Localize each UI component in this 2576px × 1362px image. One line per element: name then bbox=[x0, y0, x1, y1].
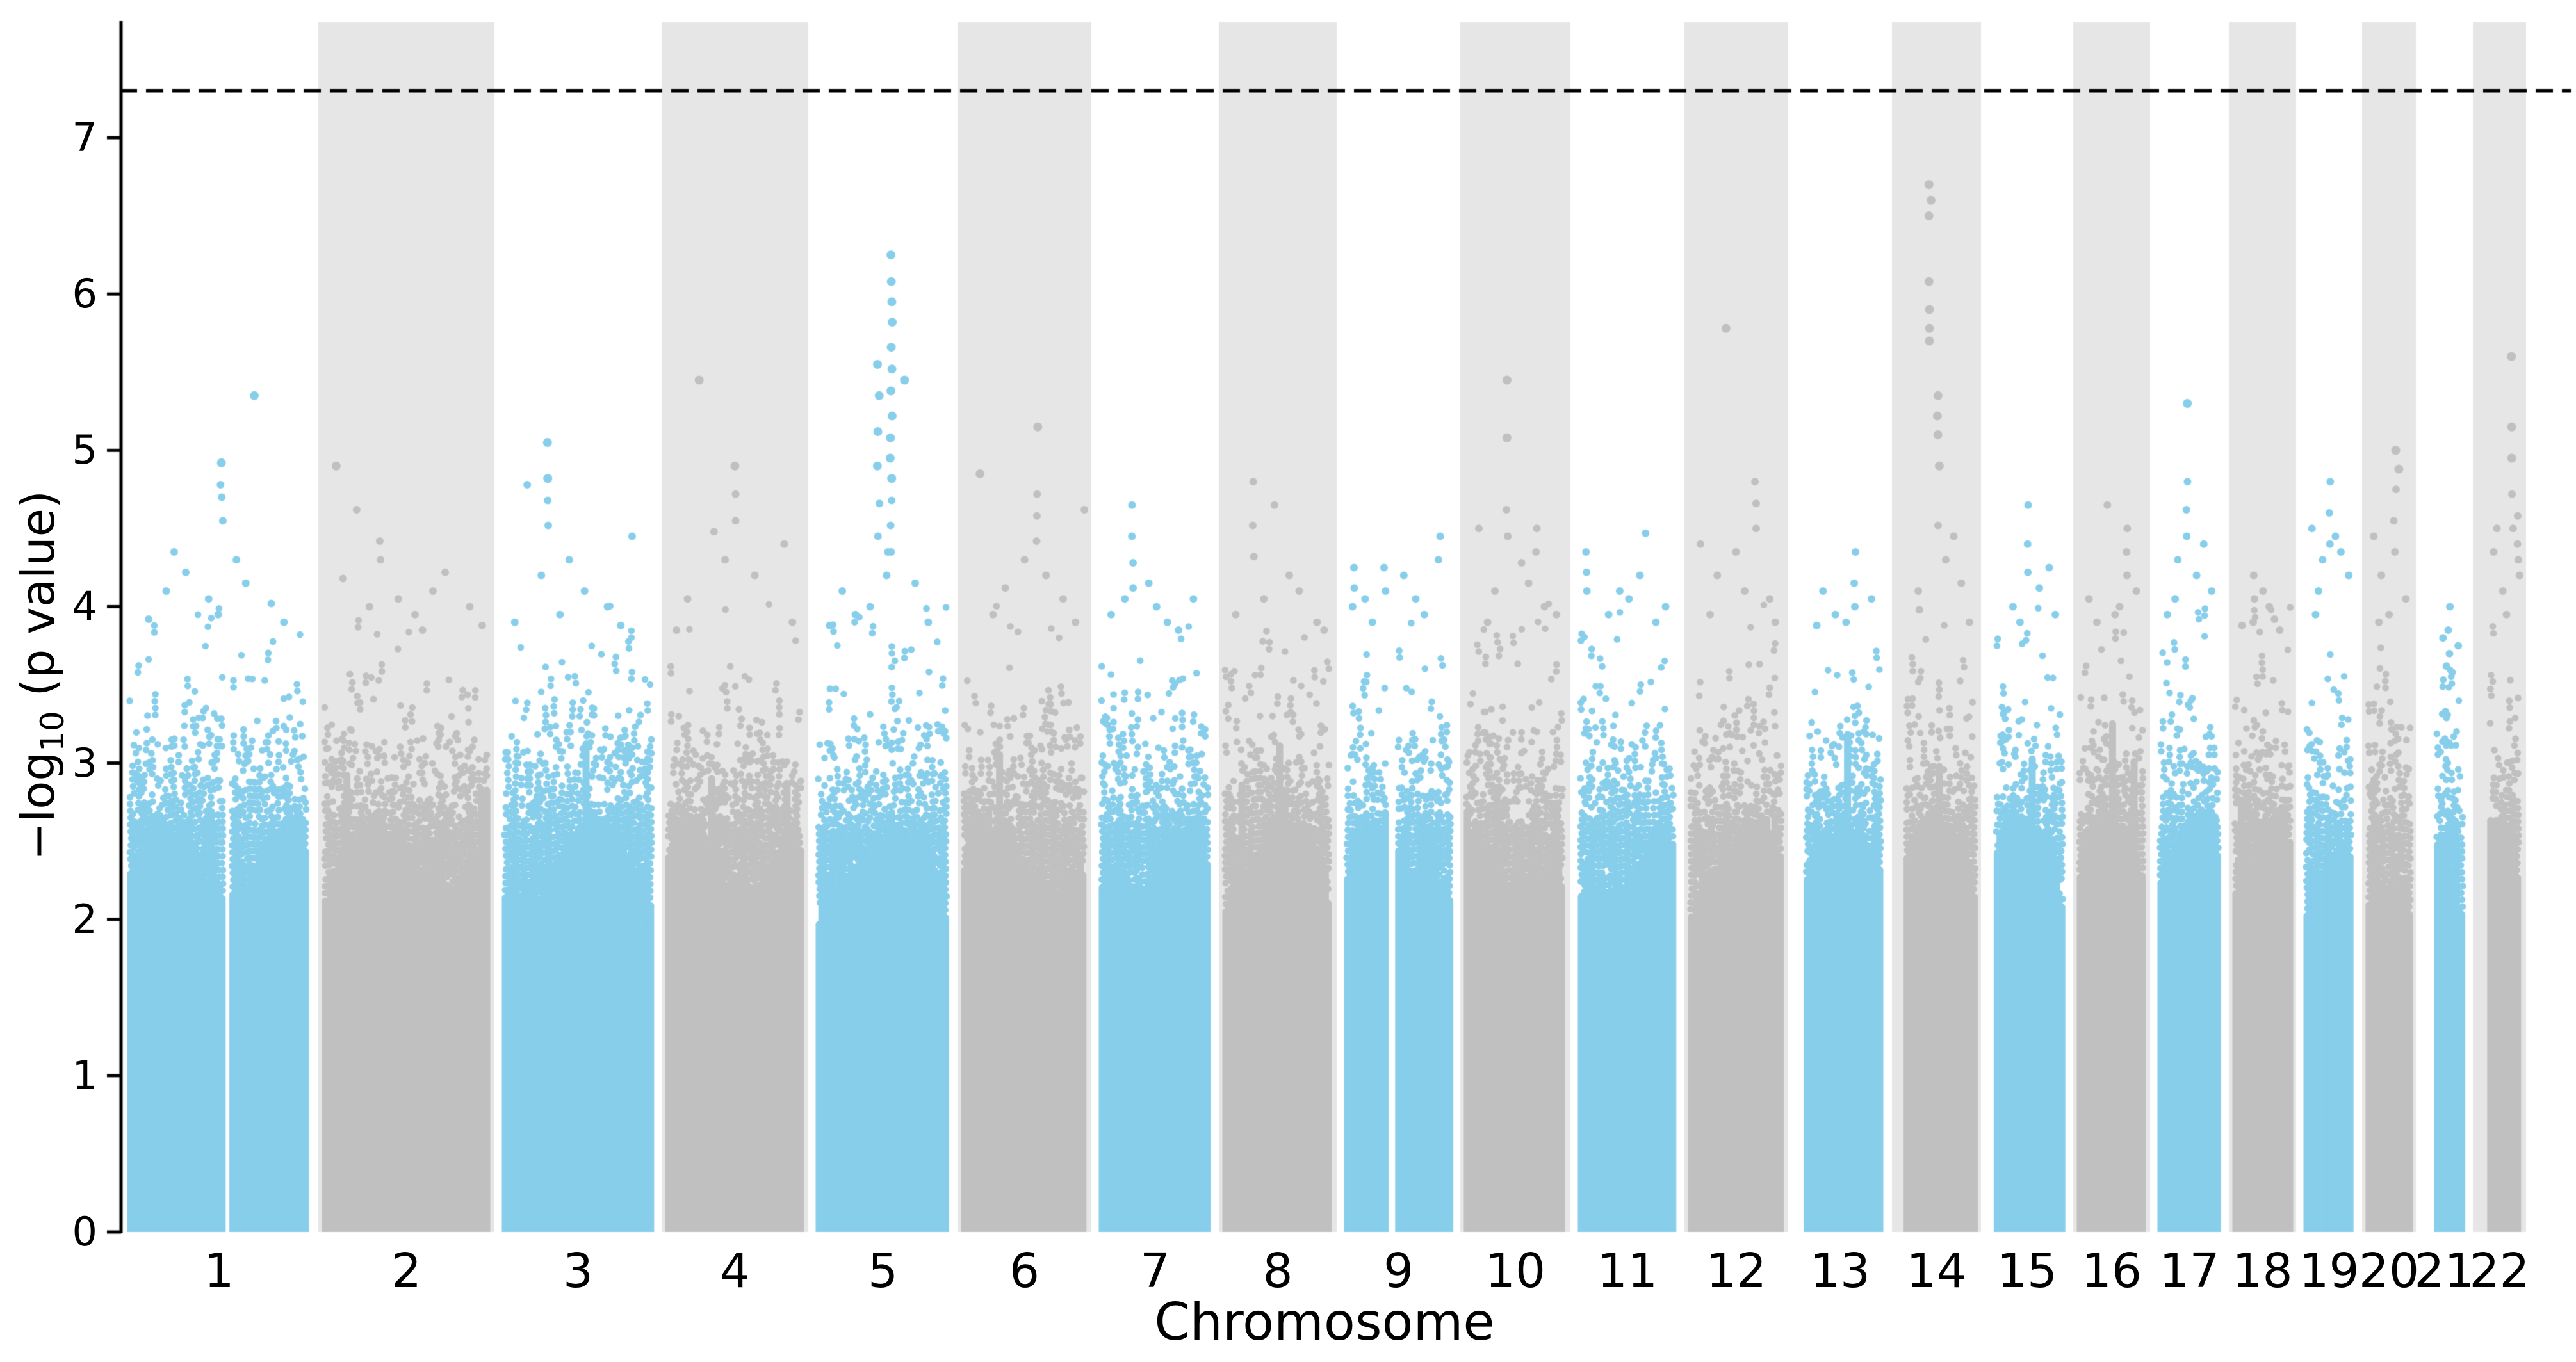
chromosome-label-20: 20 bbox=[2358, 1244, 2420, 1299]
chromosome-label-6: 6 bbox=[1009, 1244, 1040, 1299]
chromosome-label-8: 8 bbox=[1262, 1244, 1293, 1299]
chromosome-label-3: 3 bbox=[562, 1244, 594, 1299]
chromosome-label-9: 9 bbox=[1383, 1244, 1414, 1299]
y-tick-label-4: 4 bbox=[72, 583, 97, 630]
chromosome-label-13: 13 bbox=[1809, 1244, 1871, 1299]
chromosome-label-16: 16 bbox=[2081, 1244, 2142, 1299]
y-tick-label-1: 1 bbox=[72, 1051, 97, 1099]
chromosome-label-22: 22 bbox=[2469, 1244, 2530, 1299]
chromosome-label-18: 18 bbox=[2232, 1244, 2293, 1299]
y-axis-title-prefix: −log bbox=[10, 751, 65, 861]
chromosome-label-11: 11 bbox=[1597, 1244, 1658, 1299]
chromosome-label-1: 1 bbox=[204, 1244, 234, 1299]
y-tick-label-7: 7 bbox=[72, 114, 97, 161]
chromosome-label-2: 2 bbox=[391, 1244, 422, 1299]
chromosome-label-19: 19 bbox=[2299, 1244, 2360, 1299]
y-tick-label-2: 2 bbox=[72, 895, 97, 943]
chromosome-label-15: 15 bbox=[1996, 1244, 2058, 1299]
chromosome-label-10: 10 bbox=[1485, 1244, 1546, 1299]
y-tick-label-0: 0 bbox=[72, 1208, 97, 1255]
chromosome-label-5: 5 bbox=[867, 1244, 899, 1299]
chromosome-label-7: 7 bbox=[1139, 1244, 1171, 1299]
x-axis-title: Chromosome bbox=[1154, 1292, 1495, 1352]
chromosome-label-21: 21 bbox=[2414, 1244, 2475, 1299]
chromosome-label-14: 14 bbox=[1906, 1244, 1967, 1299]
y-tick-label-5: 5 bbox=[72, 426, 97, 474]
chromosome-label-12: 12 bbox=[1706, 1244, 1767, 1299]
y-axis-title: −log10 (p value) bbox=[11, 490, 71, 861]
y-axis-title-suffix: (p value) bbox=[10, 490, 65, 711]
y-tick-label-6: 6 bbox=[72, 270, 97, 318]
chromosome-label-4: 4 bbox=[719, 1244, 751, 1299]
y-axis-title-subscript: 10 bbox=[34, 711, 72, 752]
y-tick-label-3: 3 bbox=[72, 739, 97, 786]
chromosome-label-17: 17 bbox=[2159, 1244, 2220, 1299]
